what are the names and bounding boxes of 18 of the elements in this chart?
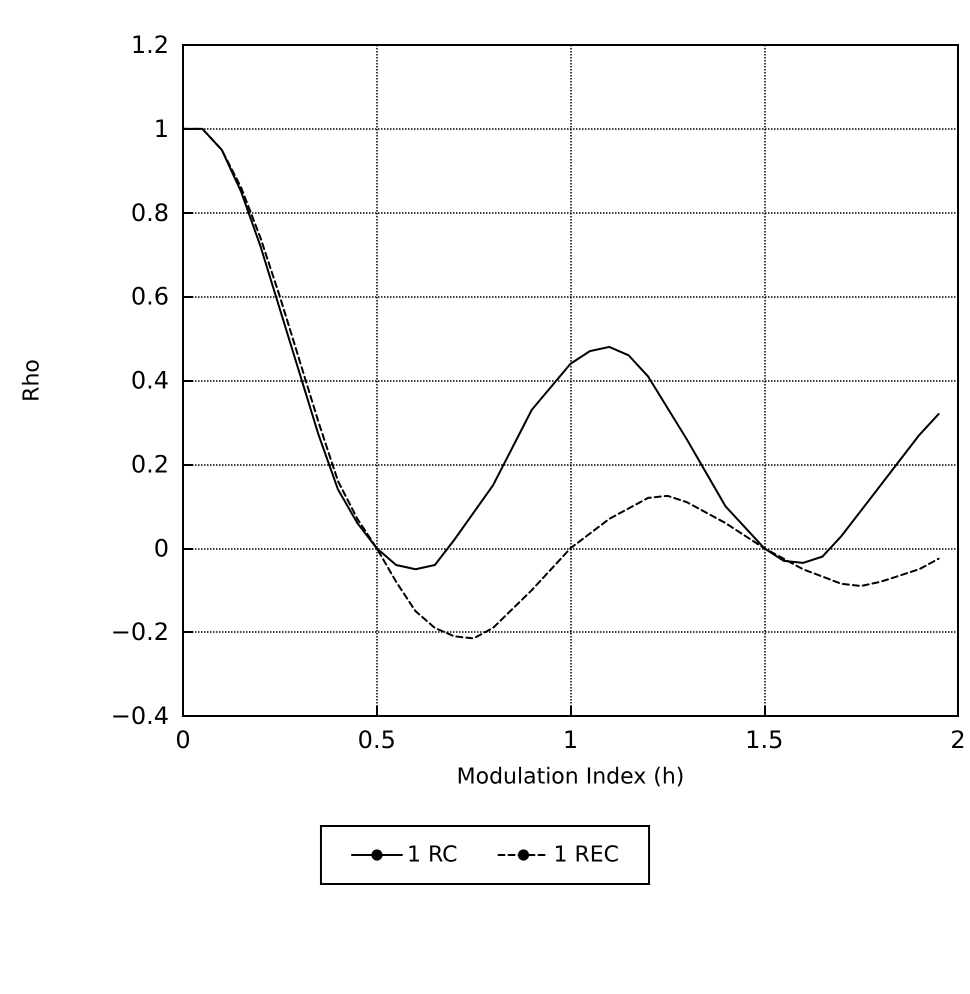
y-tick-label: 0.8 (130, 198, 169, 227)
y-tick-label: −0.2 (110, 618, 169, 646)
legend-label: 1 REC (554, 842, 620, 868)
x-tick-label: 2 (950, 726, 966, 754)
y-tick-label: 0.2 (130, 450, 169, 478)
x-axis-title: Modulation Index (h) (456, 764, 684, 790)
x-tick-label: 1 (562, 726, 578, 754)
y-axis-title: Rho (20, 359, 44, 402)
x-tick-label: 0.5 (358, 726, 396, 754)
x-tick-label: 1.5 (745, 726, 784, 754)
y-tick-label: 0 (154, 534, 169, 562)
y-tick-label: 0.6 (130, 282, 169, 311)
x-tick-label: 0 (175, 726, 191, 754)
y-tick-label: 1.2 (130, 31, 169, 59)
y-tick-label: 0.4 (130, 366, 169, 394)
y-tick-label: −0.4 (110, 702, 169, 730)
y-tick-label: 1 (154, 114, 169, 143)
legend-label: 1 RC (406, 842, 458, 868)
